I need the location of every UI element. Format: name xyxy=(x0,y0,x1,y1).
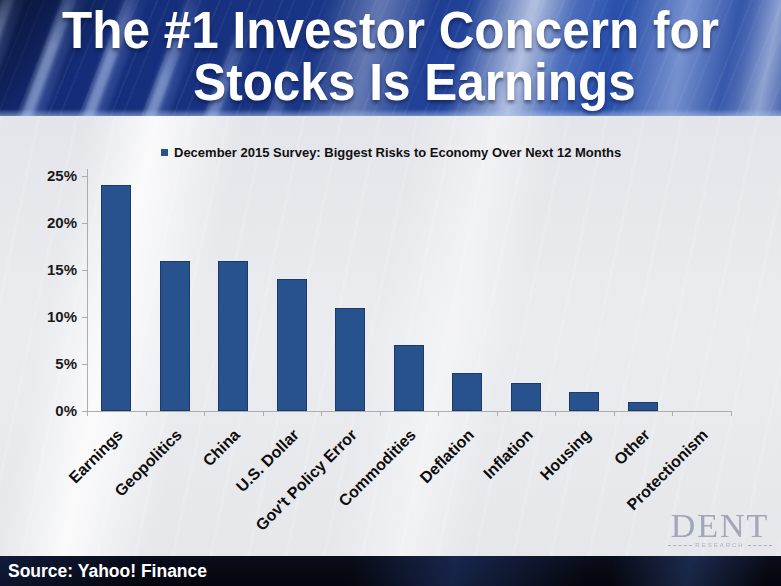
x-tick xyxy=(731,411,732,416)
bar-chart: 0%5%10%15%20%25%EarningsGeopoliticsChina… xyxy=(0,0,781,586)
y-tick xyxy=(82,317,87,318)
slide: The #1 Investor Concern for Stocks Is Ea… xyxy=(0,0,781,586)
bar xyxy=(452,373,482,411)
source-text: Source: Yahoo! Finance xyxy=(0,556,781,586)
source-bar: Source: Yahoo! Finance xyxy=(0,556,781,586)
bar xyxy=(394,345,424,411)
x-tick xyxy=(672,411,673,416)
y-tick-label: 15% xyxy=(25,262,77,278)
y-tick-label: 25% xyxy=(25,168,77,184)
y-tick xyxy=(82,270,87,271)
dent-logo-text: DENT xyxy=(668,509,772,542)
bar xyxy=(101,185,131,411)
dent-research-logo: DENT RESEARCH xyxy=(668,509,772,548)
y-tick xyxy=(82,364,87,365)
x-tick xyxy=(263,411,264,416)
x-tick xyxy=(438,411,439,416)
y-tick-label: 0% xyxy=(25,403,77,419)
y-tick-label: 20% xyxy=(25,215,77,231)
x-tick xyxy=(497,411,498,416)
x-tick xyxy=(555,411,556,416)
x-tick xyxy=(321,411,322,416)
bar xyxy=(569,392,599,411)
y-tick-label: 5% xyxy=(25,356,77,372)
y-axis-line xyxy=(87,169,88,411)
y-tick-label: 10% xyxy=(25,309,77,325)
bar xyxy=(511,383,541,411)
bar xyxy=(335,308,365,411)
x-axis-line xyxy=(87,411,731,412)
bar xyxy=(160,261,190,411)
bar xyxy=(218,261,248,411)
x-tick xyxy=(146,411,147,416)
bar xyxy=(277,279,307,411)
y-tick xyxy=(82,223,87,224)
x-tick xyxy=(87,411,88,416)
x-tick xyxy=(614,411,615,416)
y-tick xyxy=(82,176,87,177)
x-tick xyxy=(204,411,205,416)
x-tick xyxy=(380,411,381,416)
bar xyxy=(628,402,658,411)
